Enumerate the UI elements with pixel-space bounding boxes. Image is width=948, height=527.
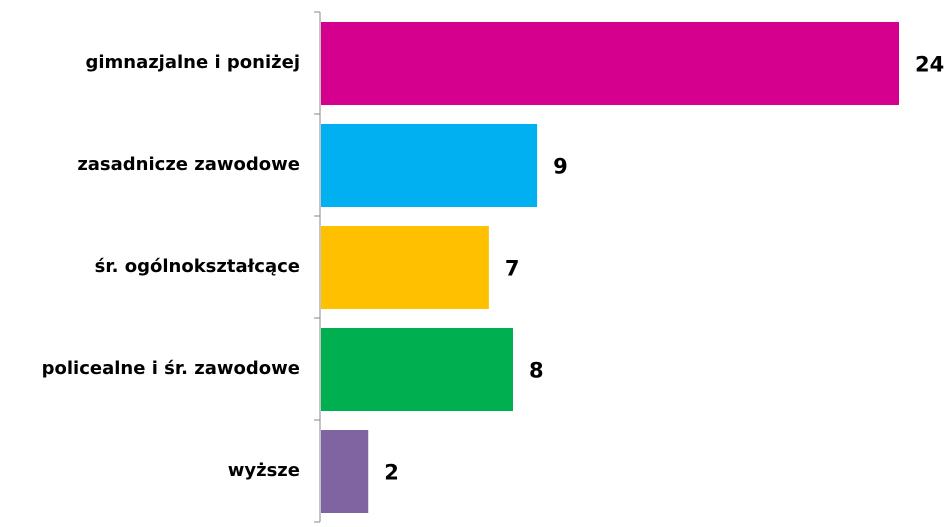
value-label: 2 <box>384 461 399 485</box>
category-label: policealne i śr. zawodowe <box>42 358 300 379</box>
category-label: wyższe <box>228 460 300 481</box>
bar <box>321 430 369 513</box>
bar <box>321 22 899 105</box>
bar <box>321 124 538 207</box>
value-label: 24 <box>915 53 944 77</box>
category-label: gimnazjalne i poniżej <box>85 52 300 73</box>
bar <box>321 226 489 309</box>
category-label: śr. ogólnokształcące <box>95 256 300 277</box>
category-label: zasadnicze zawodowe <box>77 154 300 175</box>
value-label: 8 <box>529 359 544 383</box>
bar <box>321 328 513 411</box>
value-label: 9 <box>553 155 568 179</box>
value-label: 7 <box>505 257 520 281</box>
